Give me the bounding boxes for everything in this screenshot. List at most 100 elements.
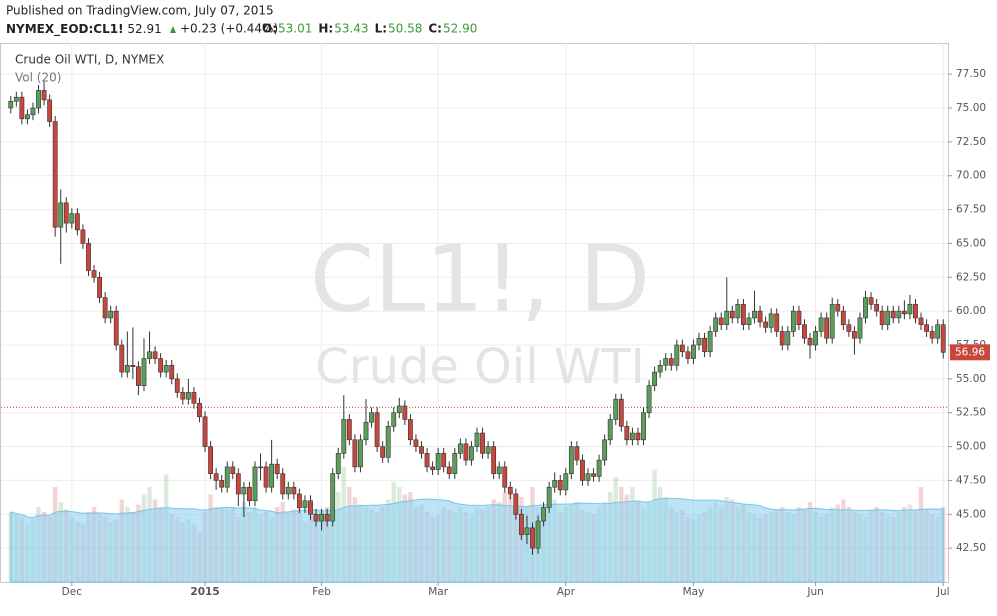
candle-body [524,527,530,535]
candle-body [263,466,269,488]
candle-body [546,486,552,508]
candle-body [618,398,624,427]
candle-body [491,446,497,474]
candle-body [80,229,86,244]
candle-body [507,486,513,495]
candle-body [319,513,325,522]
candle-body [124,365,130,373]
candle-body [585,473,591,481]
candle-body [141,358,147,386]
candle-body [763,321,769,328]
ohlc-value: 53.01 [278,22,312,36]
candle-body [663,358,669,366]
x-tick-label: Feb [312,586,331,598]
candle-body [324,513,330,522]
candle-body [840,310,846,325]
candle-body [852,331,857,339]
candle-body [635,432,641,441]
candle-body [935,324,941,339]
candle-body [857,317,863,339]
y-tick-label: 47.50 [956,474,986,486]
candle-body [352,439,358,468]
y-tick-label: 55.00 [956,373,986,385]
candle-body [346,419,352,441]
candle-body [463,443,469,461]
x-tick-label: May [683,586,705,598]
last-price: 52.91 [127,22,161,36]
candle-body [685,351,691,359]
candle-body [113,310,119,346]
candle-body [202,416,208,447]
x-tick-label: Dec [62,586,83,598]
up-arrow-icon [170,26,176,33]
candle-body [74,213,80,231]
y-tick-label: 62.50 [956,271,986,283]
candle-body [97,276,102,298]
candle-body [396,405,402,414]
candle-body [413,439,419,447]
candle-body [52,121,58,228]
candle-body [652,371,658,386]
ohlc-value: 53.43 [334,22,368,36]
y-tick-label: 65.00 [956,237,986,249]
ohlc-label: H: [318,22,333,36]
volume [8,467,946,583]
candle-body [430,466,436,470]
candle-body [752,310,757,319]
volume-legend: Vol (20) [15,71,61,85]
candle-body [8,100,14,109]
candle-body [457,443,463,454]
candle-body [291,486,297,495]
quote-line: NYMEX_EOD:CL1! 52.91 [6,22,162,37]
candle-body [679,344,685,353]
candle-body [296,493,302,508]
candle-body [180,392,186,400]
candle-body [713,317,719,332]
candle-body [735,304,741,319]
candle-body [668,358,674,366]
series-legend: Crude Oil WTI, D, NYMEX [15,53,164,67]
candle-body [130,365,136,367]
ohlc-line: O: 53.01 H: 53.43 L: 50.58 C: 52.90 [262,22,477,36]
candle-body [385,425,391,458]
x-tick-label: Apr [557,586,576,598]
candle-body [252,466,258,502]
candle-body [596,459,602,477]
candle-body [574,446,580,461]
candle-body [185,392,191,400]
symbol: NYMEX_EOD:CL1! [6,22,124,37]
candle-body [19,96,25,120]
candle-body [169,365,175,380]
x-tick-label: 2015 [190,586,219,598]
volume-ma-area [10,497,944,583]
candles [1,80,948,555]
candle-body [741,304,746,325]
candle-body [158,358,164,373]
ohlc-value: 50.58 [388,22,422,36]
candle-body [779,331,785,346]
last-price-tag [950,344,990,361]
candle-body [69,213,75,224]
candle-body [807,337,813,346]
candle-body [285,486,291,495]
candle-body [474,432,480,447]
candle-body [496,466,502,474]
candle-body [691,344,696,359]
candle-body [746,317,752,325]
candle-body [918,317,924,325]
candle-body [724,310,730,325]
candle-body [119,344,125,373]
candle-body [435,453,441,470]
candle-body [274,463,280,474]
published-note: Published on TradingView.com, July 07, 2… [6,4,274,18]
candle-body [485,446,491,454]
candle-body [197,402,202,418]
candle-body [624,425,630,441]
candle-body [152,351,158,359]
candle-body [796,310,802,325]
y-tick-label: 67.50 [956,204,986,216]
candle-body [541,507,547,522]
candle-body [407,419,413,441]
candle-body [530,527,535,549]
